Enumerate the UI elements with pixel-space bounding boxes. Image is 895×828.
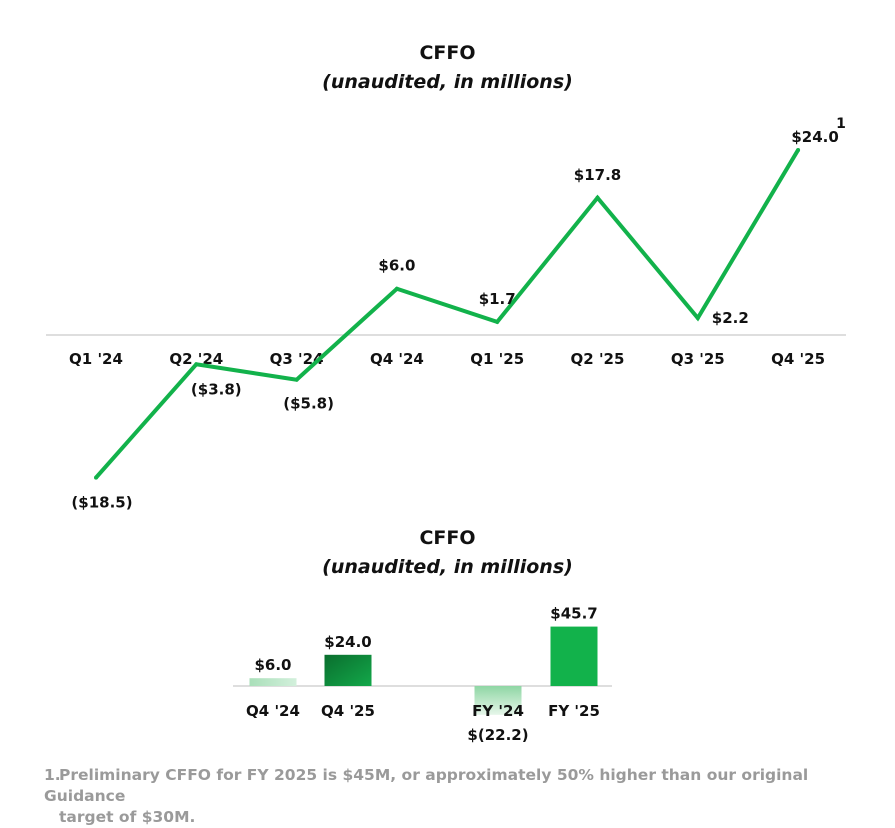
data-point (495, 319, 500, 324)
data-point (294, 377, 299, 382)
bar (249, 678, 297, 686)
data-label: $17.8 (574, 166, 621, 184)
footnote-line-1: Preliminary CFFO for FY 2025 is $45M, or… (44, 766, 809, 805)
x-tick-label: Q2 '24 (169, 350, 223, 368)
cffo-series-line (94, 148, 800, 479)
bar-chart-subtitle: (unaudited, in millions) (322, 556, 573, 578)
data-point (796, 147, 801, 152)
footnote-marker: 1 (836, 116, 846, 132)
footnote: 1.Preliminary CFFO for FY 2025 is $45M, … (44, 765, 874, 828)
bar-data-label: $6.0 (254, 656, 291, 674)
bar-chart-title: CFFO (419, 527, 476, 549)
data-label: $2.2 (712, 309, 749, 327)
annual-cffo-bar-chart: Q4 '24 Q4 '25 FY '24 FY '25 $6.0 $24.0 $(22.2)… (233, 605, 612, 744)
data-label: ($3.8) (191, 380, 242, 398)
data-label: ($5.8) (283, 395, 334, 413)
data-label: $6.0 (378, 257, 415, 275)
data-label: ($18.5) (71, 494, 132, 512)
footnote-line-2: target of $30M. (59, 808, 196, 826)
data-point (595, 195, 600, 200)
x-tick-label: Q1 '24 (69, 350, 123, 368)
x-tick-label: Q2 '25 (571, 350, 625, 368)
bar-data-label: $45.7 (550, 605, 597, 623)
quarterly-cffo-line-chart: Q1 '24 Q2 '24 Q3 '24 Q4 '24 Q1 '25 Q2 '25 Q3 '… (46, 116, 846, 512)
bar-x-tick-label: Q4 '24 (246, 702, 300, 720)
x-tick-label: Q4 '24 (370, 350, 424, 368)
bar-data-label: $(22.2) (467, 726, 528, 744)
data-point (94, 475, 98, 480)
data-point (394, 286, 399, 291)
data-point (194, 362, 199, 367)
x-tick-label: Q4 '25 (771, 350, 825, 368)
bar-x-tick-label: FY '24 (472, 702, 524, 720)
data-label: $1.7 (479, 290, 516, 308)
data-point (695, 316, 700, 321)
data-label: $24.0 (791, 128, 838, 146)
line-chart-subtitle: (unaudited, in millions) (322, 71, 573, 93)
bar-x-tick-label: Q4 '25 (321, 702, 375, 720)
bar (550, 626, 598, 686)
x-tick-label: Q3 '25 (671, 350, 725, 368)
bar-x-tick-label: FY '25 (548, 702, 600, 720)
bar (474, 686, 522, 715)
x-tick-label: Q3 '24 (270, 350, 324, 368)
x-tick-label: Q1 '25 (470, 350, 524, 368)
footnote-number: 1. (44, 766, 61, 784)
bar (324, 654, 372, 686)
line-chart-title: CFFO (419, 42, 476, 64)
bar-data-label: $24.0 (324, 633, 371, 651)
